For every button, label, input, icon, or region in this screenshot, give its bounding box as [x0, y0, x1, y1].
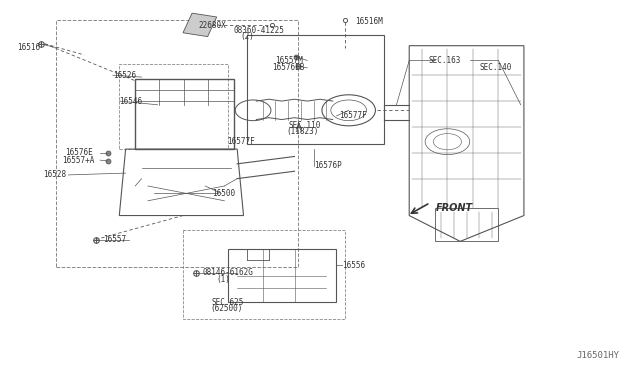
Bar — [435, 208, 499, 241]
Bar — [135, 79, 234, 149]
Text: 16576E: 16576E — [65, 148, 93, 157]
Text: 08146-6162G: 08146-6162G — [202, 268, 253, 277]
Text: 16516: 16516 — [17, 43, 40, 52]
Text: 22680X: 22680X — [199, 21, 227, 30]
Text: 16577F: 16577F — [228, 137, 255, 146]
Text: SEC.163: SEC.163 — [428, 56, 461, 65]
Text: SEC.110: SEC.110 — [288, 121, 321, 129]
Text: 16576EB: 16576EB — [272, 63, 305, 72]
Text: (11823): (11823) — [287, 127, 319, 136]
Text: SEC.140: SEC.140 — [479, 63, 512, 72]
Text: 16528: 16528 — [43, 170, 66, 179]
Text: 16577F: 16577F — [339, 111, 367, 121]
Text: 16516M: 16516M — [355, 17, 383, 26]
Text: 16557M: 16557M — [275, 56, 303, 65]
Text: (2): (2) — [241, 32, 254, 41]
Text: 16576P: 16576P — [314, 161, 341, 170]
Text: 08360-41225: 08360-41225 — [234, 26, 285, 35]
Text: 16500: 16500 — [212, 189, 235, 198]
Text: 16526: 16526 — [113, 71, 136, 80]
Text: (62500): (62500) — [211, 304, 243, 313]
Text: 16546: 16546 — [119, 97, 142, 106]
Text: 16556: 16556 — [342, 261, 365, 270]
Text: 16557+A: 16557+A — [62, 155, 94, 165]
Bar — [228, 249, 336, 302]
Text: FRONT: FRONT — [436, 203, 473, 213]
Bar — [183, 13, 217, 36]
Text: 16557: 16557 — [103, 235, 127, 244]
Text: J16501HY: J16501HY — [577, 350, 620, 359]
Text: (1): (1) — [217, 275, 230, 283]
Text: SEC.625: SEC.625 — [212, 298, 244, 307]
